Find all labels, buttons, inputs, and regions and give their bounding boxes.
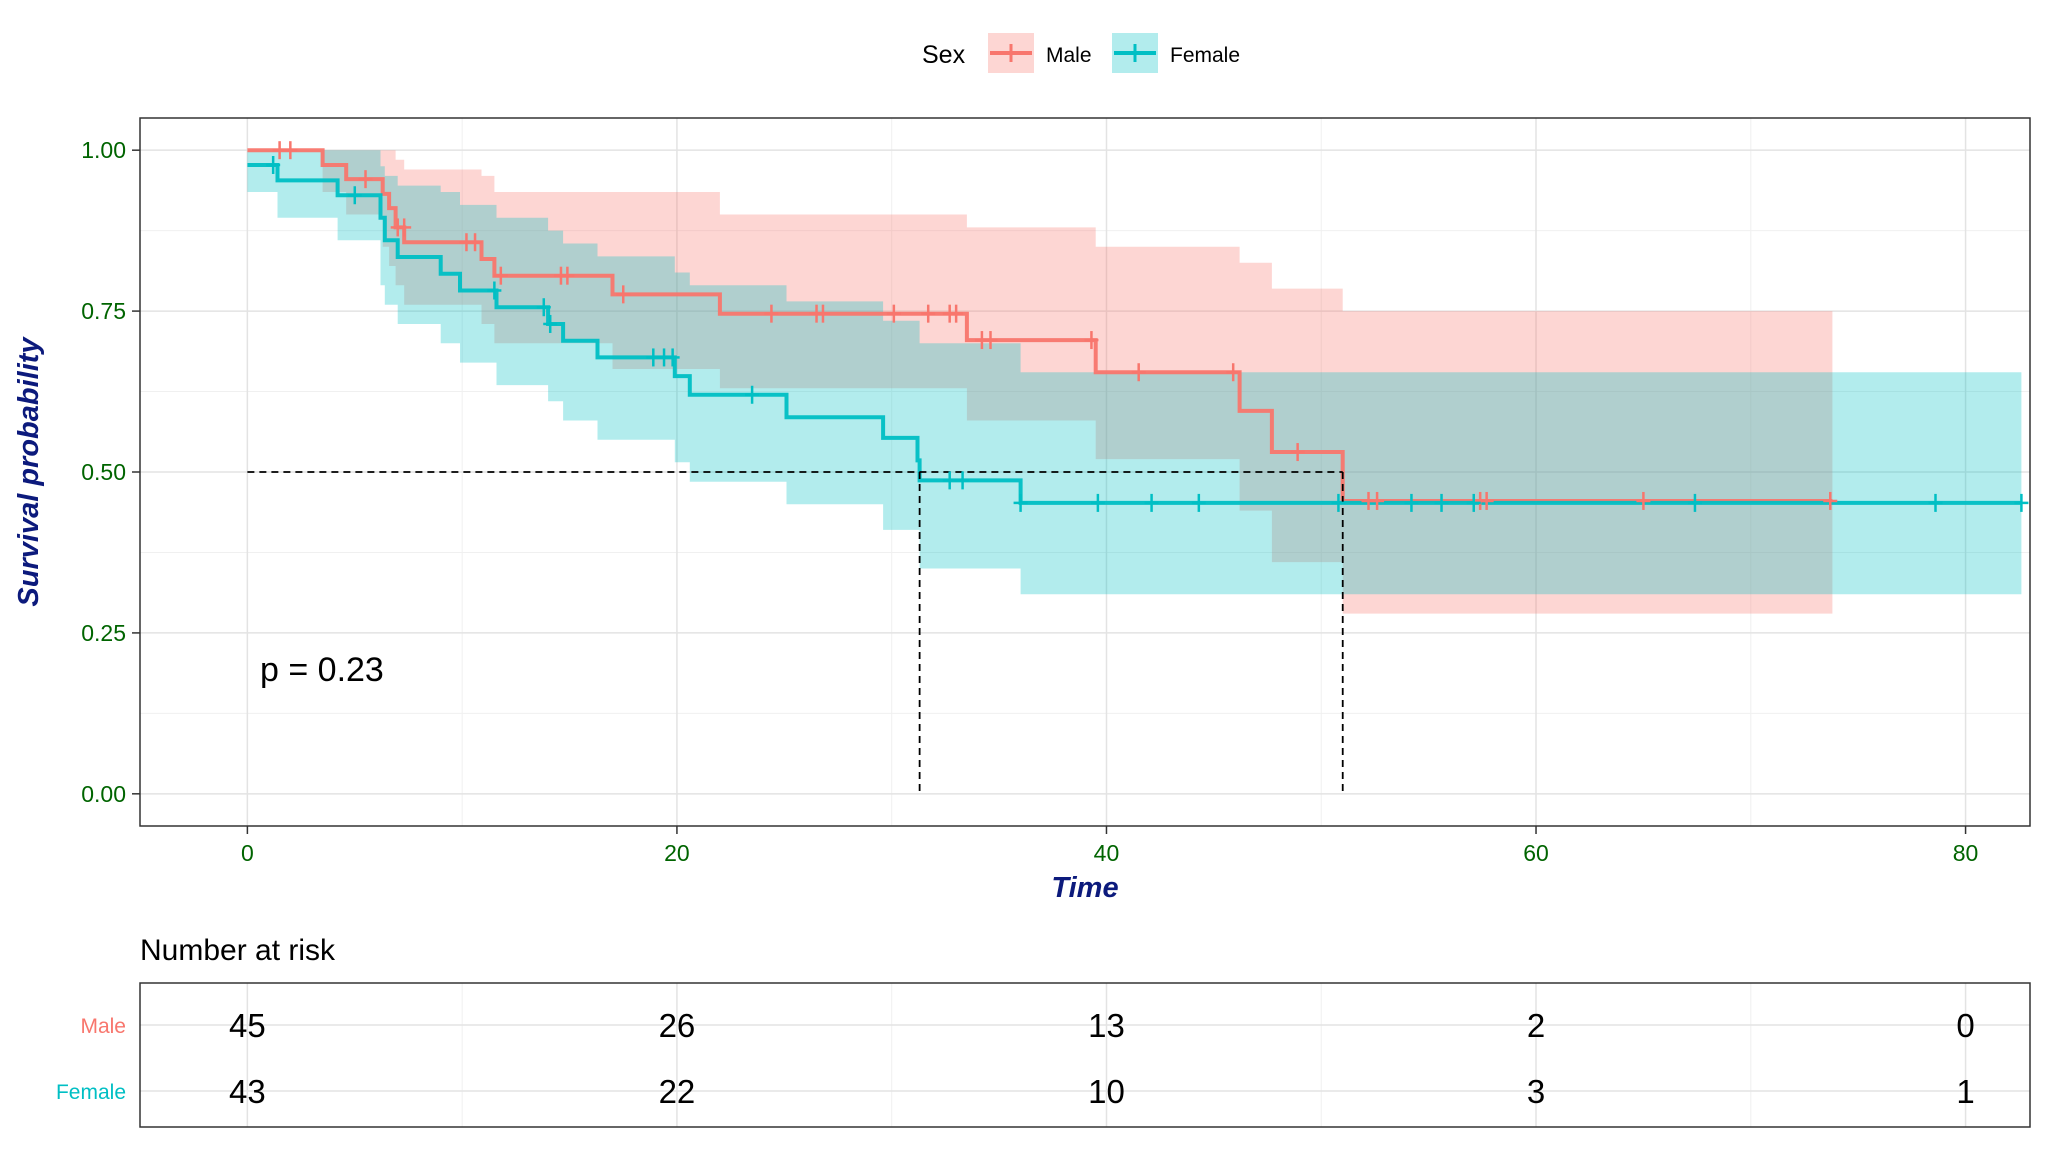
risk-table: Male 45 26 13 2 0 Female 43 22 10 3 1 bbox=[56, 1007, 1975, 1110]
y-axis-title: Survival probability bbox=[13, 336, 45, 607]
x-tick-label: 40 bbox=[1094, 840, 1120, 866]
risk-row-label-female: Female bbox=[56, 1081, 126, 1104]
x-tick-label: 20 bbox=[664, 840, 690, 866]
y-tick-label: 0.75 bbox=[81, 298, 126, 324]
y-tick-label: 1.00 bbox=[81, 137, 126, 163]
y-tick-label: 0.50 bbox=[81, 459, 126, 485]
risk-count-female: 43 bbox=[229, 1073, 266, 1110]
legend: Sex Male Female bbox=[922, 33, 1240, 73]
risk-table-gridlines bbox=[140, 983, 2030, 1127]
legend-title: Sex bbox=[922, 41, 966, 69]
legend-label-female: Female bbox=[1170, 44, 1240, 67]
y-tick-label: 0.25 bbox=[81, 620, 126, 646]
x-tick-label: 80 bbox=[1953, 840, 1979, 866]
risk-count-male: 13 bbox=[1088, 1007, 1125, 1044]
risk-count-female: 1 bbox=[1956, 1073, 1974, 1110]
median-lines bbox=[247, 471, 1344, 794]
risk-count-female: 10 bbox=[1088, 1073, 1125, 1110]
censor-marks bbox=[266, 141, 2029, 512]
risk-count-male: 45 bbox=[229, 1007, 266, 1044]
x-axis-title: Time bbox=[1051, 872, 1118, 904]
y-tick-label: 0.00 bbox=[81, 781, 126, 807]
x-axis: 0 20 40 60 80 bbox=[241, 826, 1978, 866]
legend-label-male: Male bbox=[1046, 44, 1092, 67]
risk-count-male: 26 bbox=[659, 1007, 696, 1044]
risk-table-panel bbox=[140, 983, 2030, 1127]
risk-count-female: 3 bbox=[1527, 1073, 1545, 1110]
risk-count-female: 22 bbox=[659, 1073, 696, 1110]
risk-count-male: 0 bbox=[1956, 1007, 1974, 1044]
y-axis: 0.00 0.25 0.50 0.75 1.00 bbox=[81, 137, 140, 807]
x-tick-label: 60 bbox=[1523, 840, 1549, 866]
risk-count-male: 2 bbox=[1527, 1007, 1545, 1044]
risk-row-label-male: Male bbox=[80, 1015, 126, 1038]
x-tick-label: 0 bbox=[241, 840, 254, 866]
confidence-band-male bbox=[247, 150, 1833, 614]
risk-table-title: Number at risk bbox=[140, 934, 336, 967]
survival-curve-male bbox=[247, 148, 1833, 503]
plot-gridlines bbox=[140, 118, 2030, 826]
risk-table-border bbox=[139, 982, 2031, 1128]
p-value-annotation: p = 0.23 bbox=[260, 651, 384, 689]
